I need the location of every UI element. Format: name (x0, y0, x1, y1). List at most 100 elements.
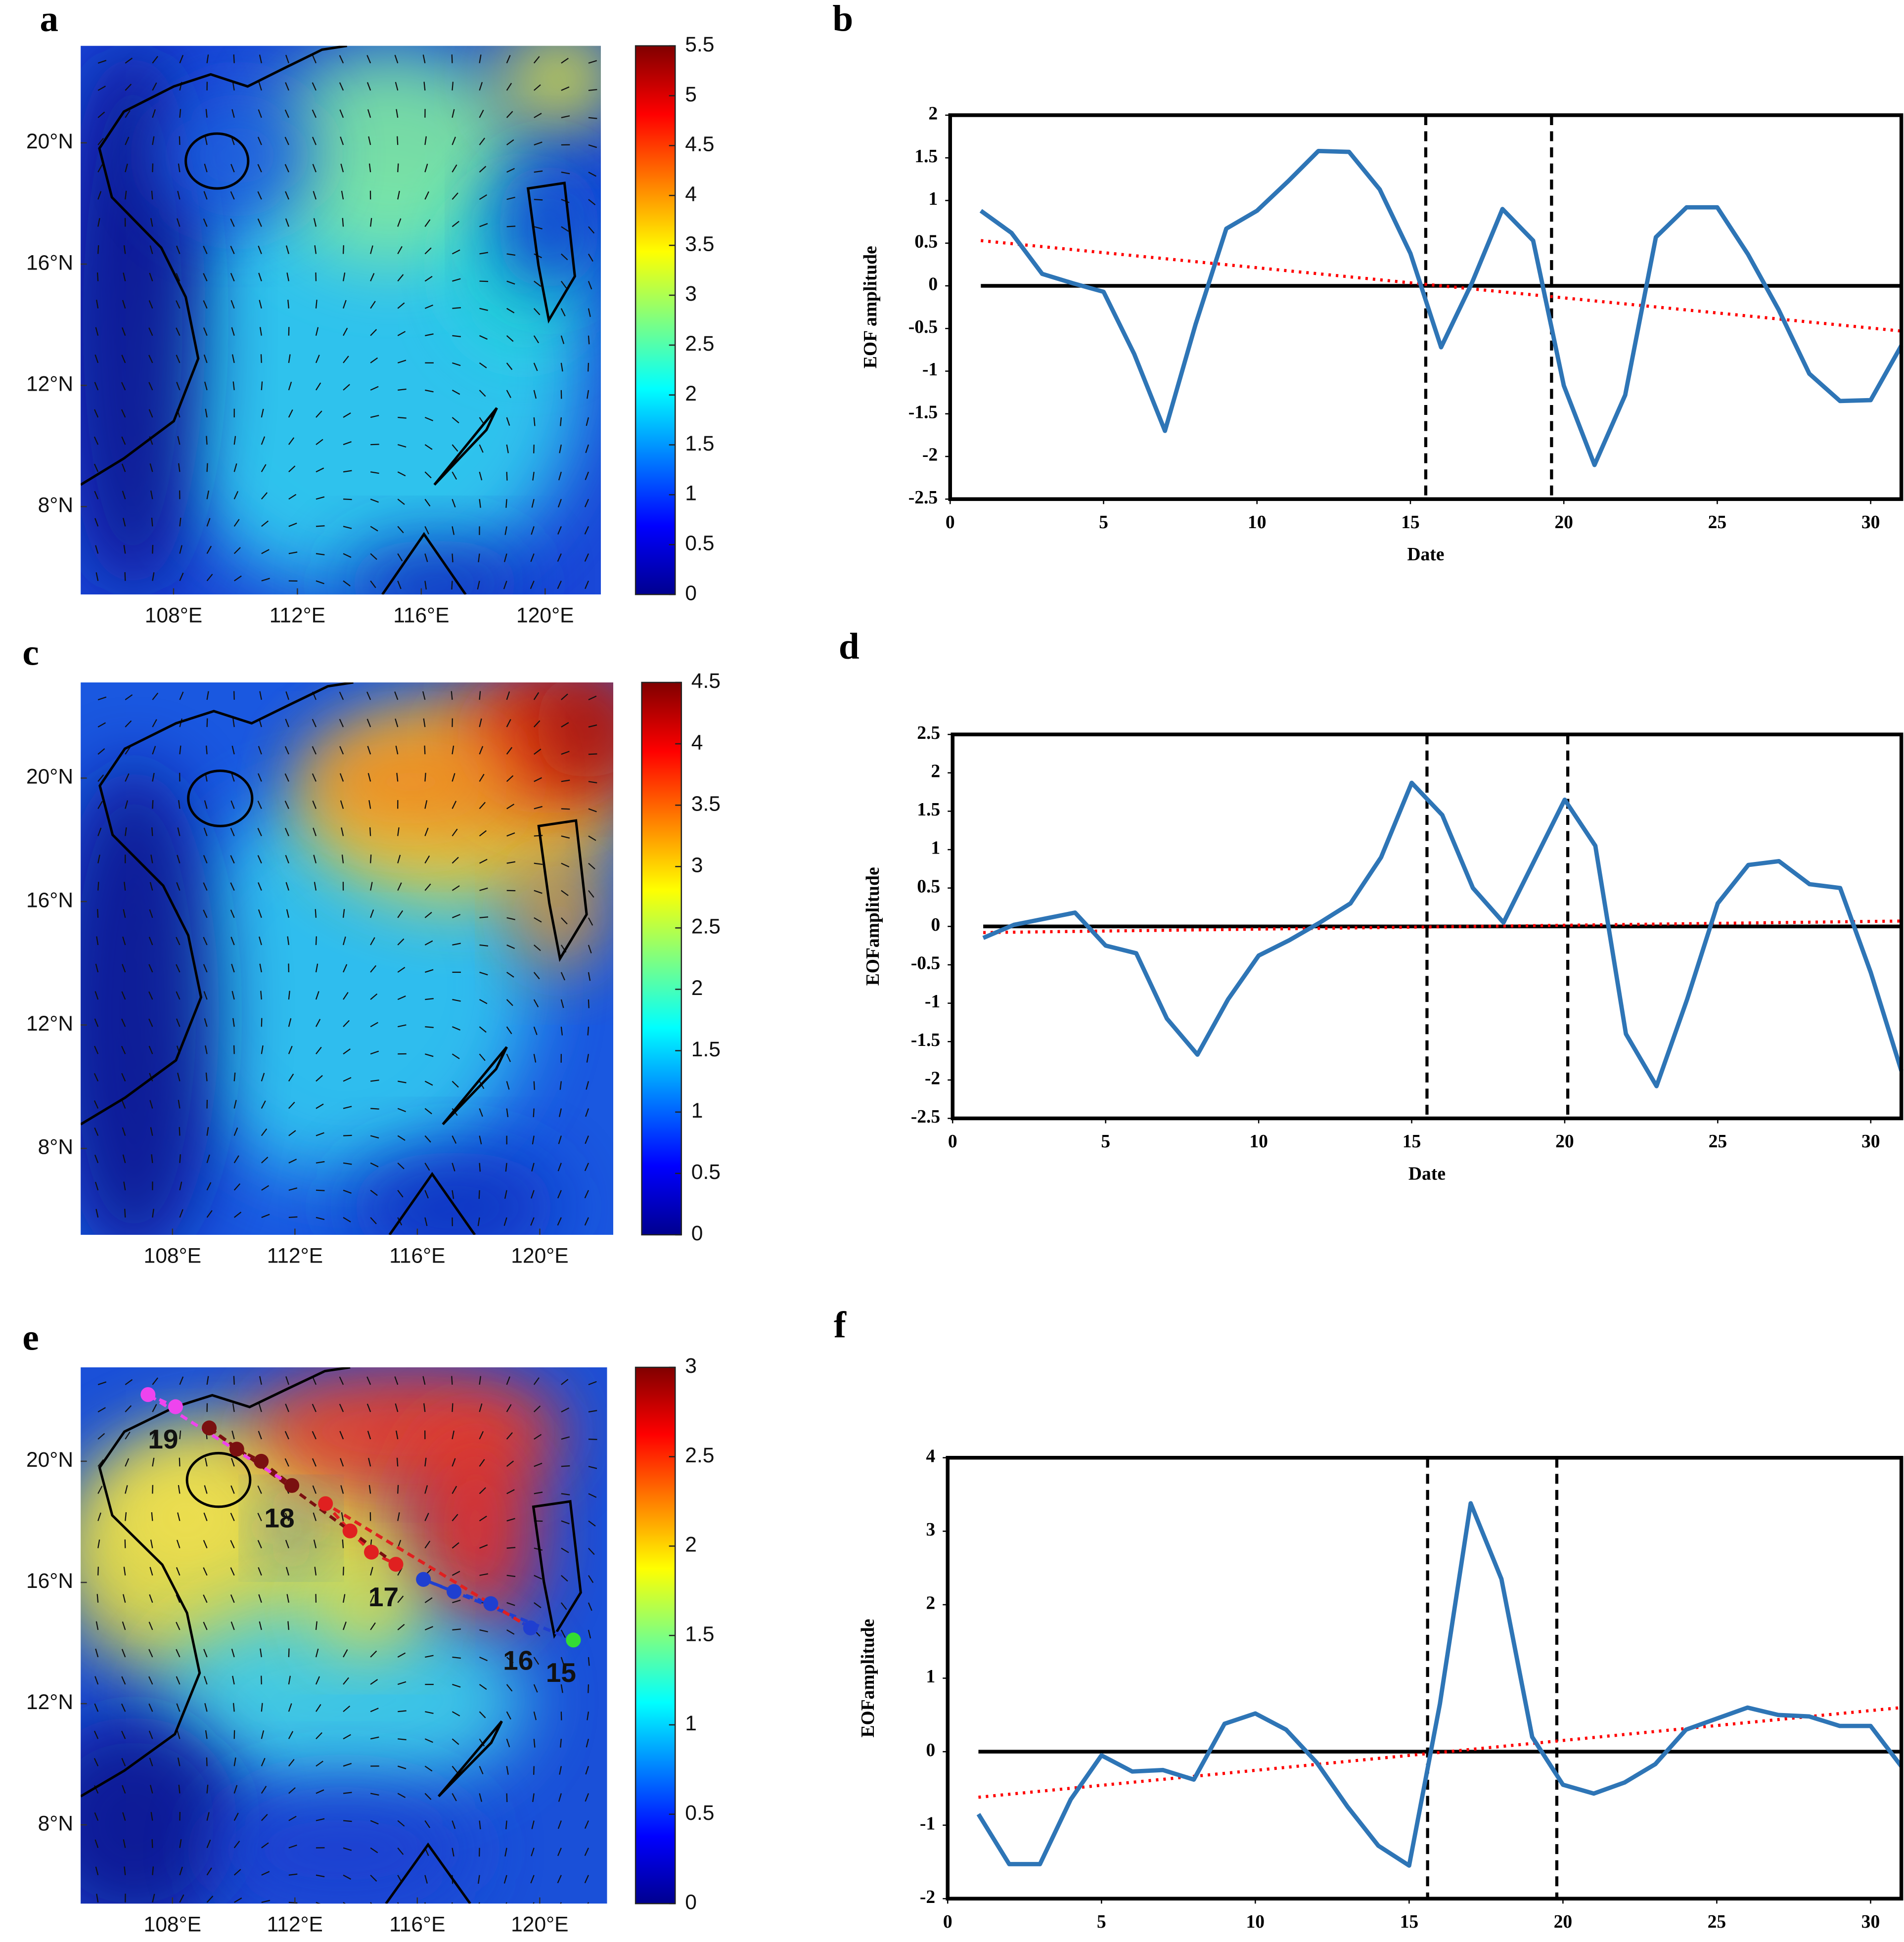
wind-arrow (588, 308, 591, 317)
y-tick-label: 8°N (38, 1135, 73, 1159)
wind-arrow (230, 1622, 235, 1630)
wind-arrow (534, 113, 542, 118)
wind-arrow (479, 308, 488, 311)
wind-arrow (397, 274, 404, 282)
wind-arrow (259, 54, 262, 63)
track-point (168, 1399, 183, 1414)
wind-arrow (204, 381, 208, 391)
wind-arrow (234, 575, 242, 582)
y-tick-label: -1.5 (911, 1030, 940, 1050)
wind-arrow (397, 1595, 404, 1603)
wind-arrow (478, 1875, 480, 1884)
wind-arrow (178, 1784, 181, 1794)
x-tick-label: 112°E (270, 603, 325, 627)
wind-arrow (312, 136, 317, 145)
wind-arrow (479, 1459, 485, 1467)
wind-arrow (423, 718, 426, 727)
x-tick-label: 15 (1401, 512, 1420, 533)
wind-arrow (178, 1100, 181, 1109)
wind-arrow (370, 1874, 377, 1882)
wind-arrow (231, 327, 235, 336)
wind-arrow (176, 218, 181, 227)
wind-arrow (94, 1128, 99, 1136)
wind-arrow (148, 937, 153, 946)
y-tick-label: 1.5 (917, 800, 940, 820)
wind-arrow (506, 1684, 513, 1692)
x-tick-label: 0 (946, 512, 955, 533)
wind-arrow (533, 1684, 538, 1693)
wind-arrow (152, 572, 155, 581)
wind-arrow (230, 937, 235, 946)
wind-arrow (343, 1705, 351, 1713)
wind-arrow (288, 1675, 291, 1685)
wind-arrow (505, 1820, 507, 1830)
wind-arrow (585, 581, 589, 589)
wind-arrow (425, 333, 434, 336)
wind-arrow (530, 1875, 535, 1884)
wind-arrow (397, 360, 407, 363)
wind-arrow (394, 54, 399, 64)
y-tick-label: 0 (926, 1740, 935, 1761)
y-tick-label: 1 (926, 1667, 935, 1687)
field-blob (212, 1785, 476, 1904)
wind-arrow (370, 357, 378, 363)
y-tick-label: 8°N (38, 1811, 73, 1835)
wind-arrow (125, 800, 129, 809)
wind-arrow (479, 746, 484, 755)
wind-arrow (176, 937, 181, 946)
wind-arrow (397, 938, 405, 946)
wind-arrow (150, 1127, 153, 1136)
wind-arrow (261, 1045, 264, 1054)
track-point (140, 1387, 156, 1402)
wind-arrow (95, 963, 99, 973)
wind-arrow (204, 1457, 208, 1467)
wind-arrow (533, 972, 540, 980)
wind-arrow (123, 272, 126, 281)
colorbar-tick-label: 1.5 (685, 1622, 714, 1646)
wind-arrow (148, 1018, 153, 1027)
wind-arrow (204, 1018, 208, 1027)
wind-arrow (533, 335, 540, 344)
wind-arrow (424, 1738, 433, 1743)
wind-arrow (177, 190, 181, 200)
wind-arrow (206, 518, 211, 527)
wind-arrow (505, 1163, 507, 1172)
wind-arrow (452, 1190, 454, 1199)
wind-arrow (561, 722, 569, 728)
wind-arrow (367, 773, 371, 782)
wind-arrow (152, 1431, 156, 1440)
wind-arrow (397, 910, 404, 918)
wind-arrow (424, 1485, 428, 1494)
panel-letter: d (839, 626, 860, 667)
wind-arrow (152, 719, 157, 727)
wind-arrow (479, 858, 488, 864)
y-tick-label: -1 (925, 992, 940, 1012)
wind-arrow (452, 745, 454, 755)
wind-arrow (257, 1513, 262, 1521)
wind-arrow (424, 191, 429, 200)
wind-arrow (506, 747, 513, 755)
wind-arrow (503, 1217, 507, 1226)
wind-arrow (452, 1514, 458, 1522)
wind-arrow (97, 1459, 104, 1467)
wind-arrow (533, 999, 539, 1007)
wind-arrow (342, 300, 347, 309)
wind-arrow (176, 882, 181, 891)
trend-line (980, 239, 1902, 333)
wind-arrow (121, 409, 126, 418)
wind-arrow (261, 1842, 269, 1849)
wind-arrow (261, 1100, 266, 1109)
wind-arrow (423, 82, 426, 90)
wind-arrow (204, 1485, 208, 1494)
wind-arrow (586, 1738, 589, 1748)
wind-arrow (152, 1404, 157, 1412)
panel-letter: f (834, 1305, 847, 1346)
wind-arrow (315, 963, 318, 973)
wind-arrow (148, 1730, 153, 1739)
wind-arrow (452, 1793, 457, 1802)
wind-arrow (315, 1648, 319, 1658)
wind-arrow (479, 1108, 483, 1117)
wind-arrow (316, 496, 325, 500)
wind-arrow (230, 827, 235, 836)
wind-arrow (316, 1818, 325, 1821)
